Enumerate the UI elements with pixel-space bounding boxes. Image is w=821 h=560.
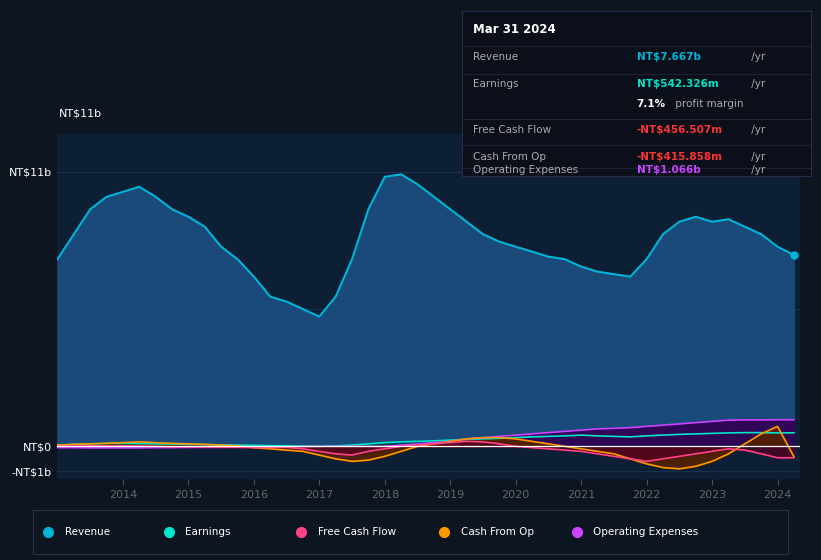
Text: /yr: /yr <box>749 79 766 89</box>
Text: /yr: /yr <box>749 53 766 63</box>
Text: Free Cash Flow: Free Cash Flow <box>318 527 396 537</box>
Text: Free Cash Flow: Free Cash Flow <box>473 125 551 135</box>
Text: Earnings: Earnings <box>186 527 231 537</box>
Text: Cash From Op: Cash From Op <box>461 527 534 537</box>
Text: NT$1.066b: NT$1.066b <box>637 165 700 175</box>
Text: NT$7.667b: NT$7.667b <box>637 53 700 63</box>
Text: Earnings: Earnings <box>473 79 518 89</box>
Text: profit margin: profit margin <box>672 99 743 109</box>
Text: Mar 31 2024: Mar 31 2024 <box>473 23 556 36</box>
Text: /yr: /yr <box>749 165 766 175</box>
Text: Revenue: Revenue <box>473 53 518 63</box>
Text: Operating Expenses: Operating Expenses <box>473 165 578 175</box>
Text: NT$11b: NT$11b <box>59 109 103 119</box>
Text: 7.1%: 7.1% <box>637 99 666 109</box>
Text: -NT$456.507m: -NT$456.507m <box>637 125 722 135</box>
Text: Cash From Op: Cash From Op <box>473 152 546 162</box>
Text: -NT$415.858m: -NT$415.858m <box>637 152 722 162</box>
Text: /yr: /yr <box>749 125 766 135</box>
Text: NT$542.326m: NT$542.326m <box>637 79 718 89</box>
Text: /yr: /yr <box>749 152 766 162</box>
Text: Operating Expenses: Operating Expenses <box>594 527 699 537</box>
Text: Revenue: Revenue <box>65 527 110 537</box>
